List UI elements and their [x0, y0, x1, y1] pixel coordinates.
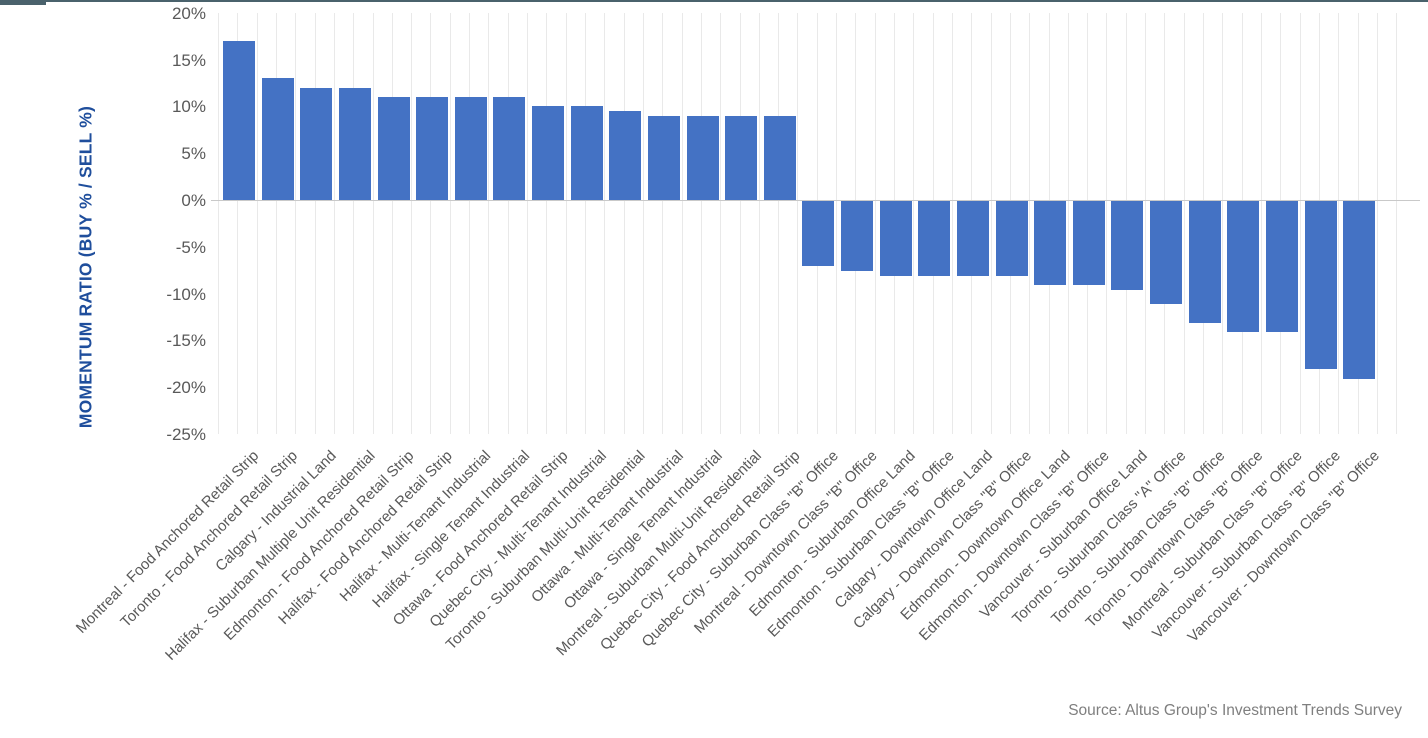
gridline — [913, 13, 915, 434]
gridline — [1376, 13, 1378, 434]
gridline — [662, 13, 664, 434]
gridline — [758, 13, 760, 434]
gridline — [295, 13, 297, 434]
chart-bar — [1227, 201, 1260, 332]
y-tick-label: 10% — [171, 97, 206, 117]
y-tick-label: 15% — [171, 50, 206, 70]
gridline — [527, 13, 529, 434]
gridline — [218, 13, 219, 434]
y-axis-title: MOMENTUM RATIO (BUY % / SELL %) — [75, 105, 96, 429]
gridline — [353, 13, 355, 434]
chart-bar — [1034, 201, 1067, 286]
y-tick-label: 20% — [171, 3, 206, 23]
gridline — [411, 13, 413, 434]
top-border-line — [0, 0, 1428, 2]
gridline — [333, 13, 335, 434]
chart-bar — [1150, 201, 1183, 304]
chart-bar — [879, 201, 912, 276]
y-tick-label: -25% — [166, 424, 206, 444]
gridline — [642, 13, 644, 434]
chart-bar — [1072, 201, 1105, 286]
chart-bar — [918, 201, 951, 276]
gridline — [700, 13, 702, 434]
chart-bar — [1304, 201, 1337, 370]
gridline — [874, 13, 876, 434]
plot-area — [211, 13, 1420, 434]
gridline — [1106, 13, 1108, 434]
chart-bar — [377, 97, 410, 200]
top-left-accent-bar — [0, 0, 46, 5]
gridline — [372, 13, 374, 434]
chart-bar — [763, 115, 796, 200]
gridline — [1183, 13, 1185, 434]
chart-bar — [802, 201, 835, 267]
gridline — [1067, 13, 1069, 434]
gridline — [1222, 13, 1224, 434]
chart-bar — [570, 106, 603, 200]
chart-bar — [609, 111, 642, 200]
gridline — [237, 13, 239, 434]
gridline — [1396, 13, 1398, 434]
chart-bar — [416, 97, 449, 200]
gridline — [449, 13, 451, 434]
gridline — [623, 13, 625, 434]
gridline — [275, 13, 277, 434]
gridline — [778, 13, 780, 434]
gridline — [469, 13, 471, 434]
gridline — [681, 13, 683, 434]
chart-bar — [647, 115, 680, 200]
y-tick-label: 0% — [181, 191, 206, 210]
gridline — [990, 13, 992, 434]
chart-bar — [261, 78, 294, 200]
gridline — [565, 13, 567, 434]
gridline — [584, 13, 586, 434]
chart-bar — [1188, 201, 1221, 323]
gridline — [488, 13, 490, 434]
chart-bar — [995, 201, 1028, 276]
chart-bar — [1111, 201, 1144, 290]
y-tick-label: -15% — [166, 331, 206, 351]
chart-bar — [493, 97, 526, 200]
chart-bar — [956, 201, 989, 276]
gridline — [546, 13, 548, 434]
y-tick-label: -10% — [166, 284, 206, 304]
chart-bar — [686, 115, 719, 200]
gridline — [391, 13, 393, 434]
chart-bar — [338, 87, 371, 200]
chart-bar — [841, 201, 874, 272]
y-tick-label: -5% — [175, 237, 206, 257]
gridline — [1029, 13, 1031, 434]
gridline — [797, 13, 799, 434]
chart-bar — [1343, 201, 1376, 379]
gridline — [836, 13, 838, 434]
source-note: Source: Altus Group's Investment Trends … — [1068, 702, 1402, 719]
chart-bar — [454, 97, 487, 200]
gridline — [1299, 13, 1301, 434]
gridline — [951, 13, 953, 434]
y-tick-label: -20% — [166, 378, 206, 398]
zero-axis-line — [211, 199, 1420, 202]
gridline — [1338, 13, 1340, 434]
gridline — [314, 13, 316, 434]
chart-bar — [223, 40, 255, 200]
chart-bar — [1266, 201, 1298, 332]
chart-bar — [300, 87, 333, 200]
chart-bar — [532, 106, 565, 200]
chart-bar — [725, 115, 758, 200]
y-tick-label: 5% — [181, 144, 206, 164]
gridline — [1145, 13, 1147, 434]
gridline — [739, 13, 741, 434]
gridline — [430, 13, 432, 434]
gridline — [1261, 13, 1262, 434]
gridline — [256, 13, 258, 434]
gridline — [507, 13, 509, 434]
gridline — [604, 13, 606, 434]
gridline — [720, 13, 722, 434]
